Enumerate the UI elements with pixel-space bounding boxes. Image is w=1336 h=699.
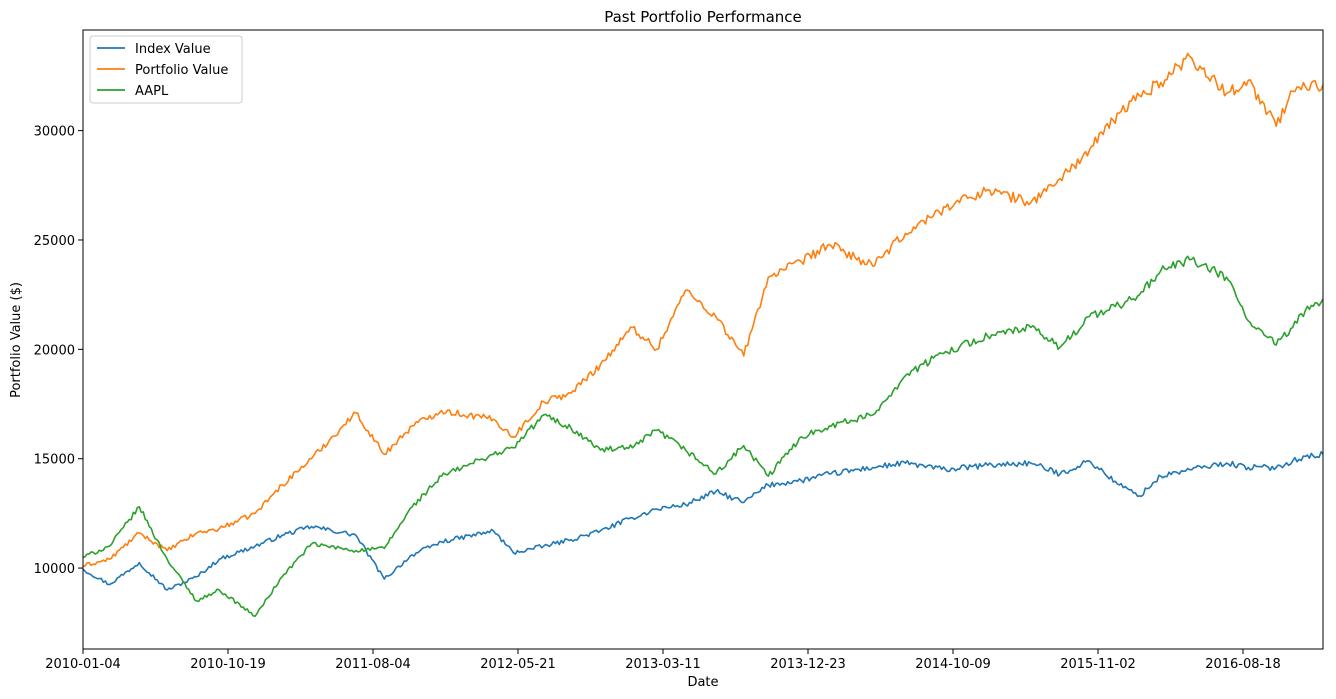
chart-title: Past Portfolio Performance	[604, 8, 802, 26]
x-tick-label: 2010-10-19	[190, 657, 266, 672]
x-tick-label: 2010-01-04	[45, 657, 121, 672]
x-tick-label: 2011-08-04	[335, 657, 411, 672]
y-tick-label: 25000	[34, 234, 75, 249]
series-layer	[82, 52, 1324, 617]
series-line-aapl	[82, 255, 1324, 617]
x-tick-label: 2015-11-02	[1060, 657, 1136, 672]
y-axis-title: Portfolio Value ($)	[9, 282, 24, 398]
legend-label: Portfolio Value	[135, 63, 228, 78]
legend-label: Index Value	[135, 42, 211, 57]
y-tick-label: 30000	[34, 125, 75, 140]
legend-box	[89, 35, 243, 104]
x-tick-label: 2012-05-21	[480, 657, 556, 672]
x-axis-ticks: 2010-01-04 2010-10-19 2011-08-04 2012-05-21…	[45, 649, 1281, 672]
x-tick-label: 2014-10-09	[915, 657, 991, 672]
y-tick-label: 15000	[34, 453, 75, 468]
legend-label: AAPL	[135, 84, 169, 99]
y-tick-label: 10000	[34, 562, 75, 577]
x-axis-title: Date	[687, 675, 718, 690]
plot-frame	[82, 29, 1324, 650]
y-axis-ticks: 10000 15000 20000 25000 30000	[34, 125, 83, 577]
x-tick-label: 2013-12-23	[770, 657, 846, 672]
series-line-portfolio-value	[82, 52, 1324, 567]
y-tick-label: 20000	[34, 343, 75, 358]
series-line-index-value	[82, 451, 1324, 591]
legend: Index Value Portfolio Value AAPL	[89, 35, 243, 104]
x-tick-label: 2016-08-18	[1205, 657, 1281, 672]
x-tick-label: 2013-03-11	[625, 657, 701, 672]
